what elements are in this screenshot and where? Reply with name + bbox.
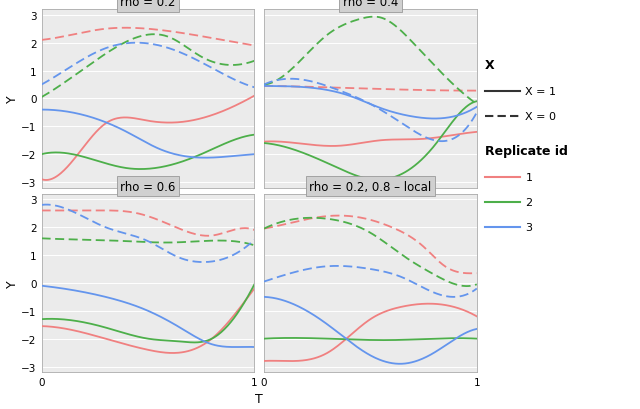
Title: rho = 0.4: rho = 0.4 [342,0,398,9]
Text: X = 1: X = 1 [525,87,556,97]
Text: 3: 3 [525,222,532,232]
Y-axis label: Y: Y [6,279,19,287]
Text: X: X [485,59,495,72]
Text: Replicate id: Replicate id [485,145,568,158]
Title: rho = 0.2, 0.8 – local: rho = 0.2, 0.8 – local [309,180,431,193]
Text: 2: 2 [525,198,532,207]
Text: X = 0: X = 0 [525,112,556,121]
Title: rho = 0.6: rho = 0.6 [120,180,176,193]
Text: 1: 1 [525,173,532,183]
Y-axis label: Y: Y [6,95,19,103]
Title: rho = 0.2: rho = 0.2 [120,0,176,9]
Text: T: T [255,392,263,405]
